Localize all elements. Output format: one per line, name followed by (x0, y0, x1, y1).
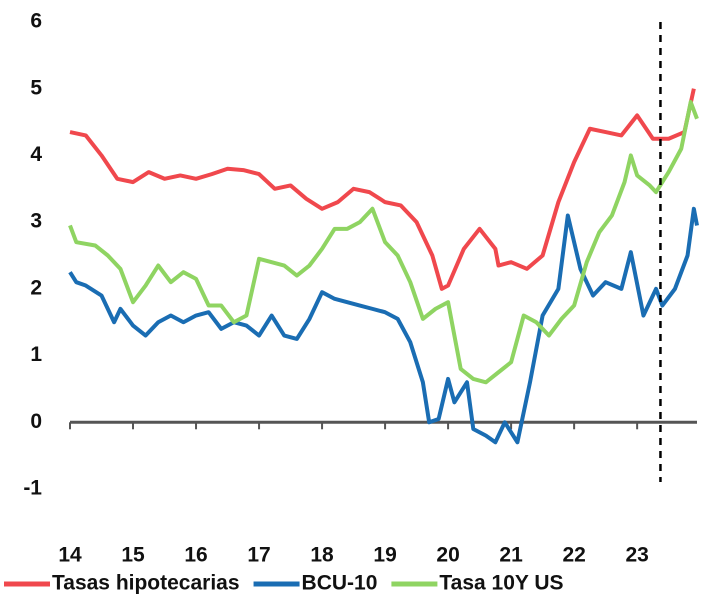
y-tick-label: -1 (23, 477, 42, 500)
legend-label: Tasa 10Y US (439, 572, 563, 595)
legend-label: Tasas hipotecarias (52, 572, 240, 595)
x-tick-label: 15 (121, 544, 145, 567)
y-tick-label: 3 (30, 210, 42, 233)
series-line (68, 206, 699, 445)
x-tick-label: 21 (499, 544, 523, 567)
x-tick-label: 22 (562, 544, 585, 567)
y-tick-label: 5 (30, 76, 42, 99)
series-line (69, 88, 696, 291)
x-tick-label: 20 (436, 544, 459, 567)
x-tick-label: 14 (58, 544, 82, 567)
x-tick-label: 16 (184, 544, 207, 567)
x-tick-label: 23 (625, 544, 648, 567)
y-tick-label: 6 (30, 10, 42, 33)
x-tick-label: 18 (310, 544, 334, 567)
y-tick-label: 0 (30, 410, 42, 433)
series-line (68, 100, 699, 385)
y-tick-label: 1 (30, 343, 42, 366)
x-tick-label: 19 (373, 544, 396, 567)
legend-label: BCU-10 (302, 572, 378, 595)
y-tick-label: 4 (30, 143, 42, 166)
x-tick-label: 17 (247, 544, 270, 567)
y-tick-label: 2 (30, 276, 42, 299)
